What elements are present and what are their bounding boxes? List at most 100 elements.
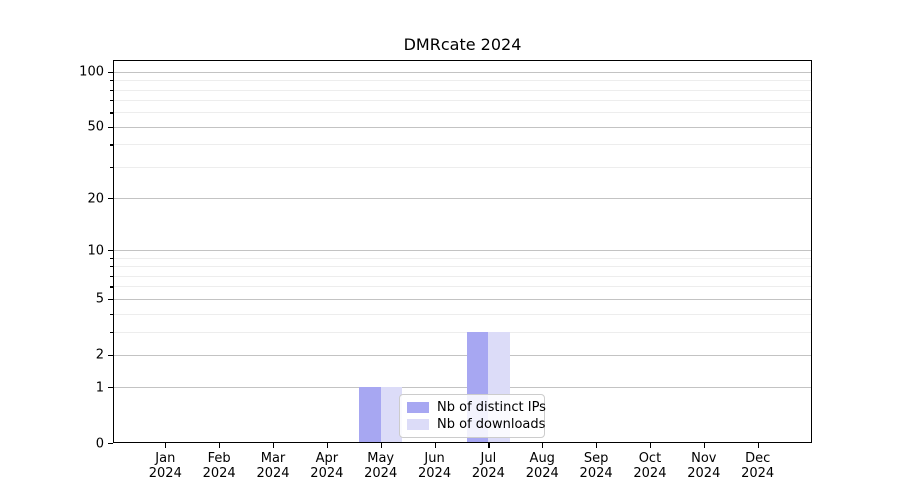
y-axis-minor-tick [110, 144, 113, 146]
legend-swatch [407, 401, 429, 413]
x-tick-year: 2024 [579, 466, 613, 481]
minor-gridline [114, 100, 811, 102]
x-tick-label: Jul 2024 [458, 451, 518, 481]
x-tick-month: Jun [424, 451, 445, 466]
legend-row: Nb of downloads [407, 417, 545, 432]
x-tick-year: 2024 [148, 466, 182, 481]
y-axis-major-tick [108, 387, 113, 389]
x-tick-label: Feb 2024 [189, 451, 249, 481]
y-tick-label: 1 [95, 380, 104, 396]
bar-distinct-ips [359, 387, 381, 442]
x-axis-tick [273, 443, 275, 448]
x-tick-year: 2024 [471, 466, 505, 481]
minor-gridline [114, 144, 811, 146]
y-axis-minor-tick [110, 331, 113, 333]
y-axis-major-tick [108, 354, 113, 356]
x-tick-label: Dec 2024 [728, 451, 788, 481]
x-tick-label: Jan 2024 [135, 451, 195, 481]
x-tick-label: Apr 2024 [297, 451, 357, 481]
y-axis-minor-tick [110, 257, 113, 259]
x-tick-month: Sep [583, 451, 609, 466]
y-axis-minor-tick [110, 166, 113, 168]
major-gridline [114, 71, 811, 73]
x-tick-month: Jul [480, 451, 497, 466]
x-axis-tick [380, 443, 382, 448]
y-axis-minor-tick [110, 313, 113, 315]
x-tick-year: 2024 [256, 466, 290, 481]
x-tick-year: 2024 [633, 466, 667, 481]
y-tick-label: 2 [95, 347, 104, 363]
x-tick-year: 2024 [687, 466, 721, 481]
legend-label: Nb of distinct IPs [437, 399, 546, 415]
minor-gridline [114, 166, 811, 168]
major-gridline [114, 198, 811, 200]
y-axis-minor-tick [110, 100, 113, 102]
x-tick-label: Sep 2024 [566, 451, 626, 481]
y-axis-major-tick [108, 298, 113, 301]
major-gridline [114, 126, 811, 128]
x-tick-month: Mar [260, 451, 286, 466]
y-tick-label: 100 [79, 64, 104, 80]
minor-gridline [114, 313, 811, 315]
x-tick-month: Jan [155, 451, 176, 466]
x-axis-tick [434, 443, 436, 448]
x-axis-tick [488, 443, 490, 448]
y-axis-minor-tick [110, 275, 113, 277]
y-tick-label: 0 [95, 436, 104, 451]
y-tick-label: 20 [87, 191, 104, 207]
y-axis-major-tick [108, 126, 113, 128]
y-axis-minor-tick [110, 80, 113, 82]
x-tick-month: Dec [745, 451, 771, 466]
x-tick-year: 2024 [364, 466, 398, 481]
y-axis-minor-tick [110, 89, 113, 91]
x-axis-tick [596, 443, 598, 448]
x-axis-tick [757, 443, 759, 448]
legend-label: Nb of downloads [437, 417, 546, 433]
y-axis-major-tick [108, 250, 113, 252]
x-tick-label: Aug 2024 [512, 451, 572, 481]
x-tick-month: Apr [315, 451, 339, 466]
x-tick-year: 2024 [202, 466, 236, 481]
minor-gridline [114, 257, 811, 259]
minor-gridline [114, 331, 811, 333]
minor-gridline [114, 112, 811, 114]
x-tick-label: May 2024 [351, 451, 411, 481]
y-axis-major-tick [108, 71, 113, 73]
x-axis-tick [326, 443, 329, 448]
major-gridline [114, 250, 811, 252]
x-tick-label: Oct 2024 [620, 451, 680, 481]
major-gridline [114, 354, 811, 356]
x-tick-year: 2024 [418, 466, 452, 481]
x-tick-year: 2024 [525, 466, 559, 481]
x-axis-tick [649, 443, 652, 448]
y-axis-minor-tick [110, 286, 113, 288]
minor-gridline [114, 89, 811, 91]
minor-gridline [114, 266, 811, 268]
y-axis-major-tick [108, 198, 113, 200]
y-axis-minor-tick [110, 112, 113, 114]
x-tick-month: Aug [529, 451, 555, 466]
x-tick-month: Feb [207, 451, 231, 466]
x-tick-label: Mar 2024 [243, 451, 303, 481]
x-tick-month: Oct [638, 451, 662, 466]
minor-gridline [114, 286, 811, 288]
y-tick-label: 5 [95, 291, 104, 307]
x-axis-tick [542, 443, 544, 448]
x-tick-month: May [367, 451, 395, 466]
major-gridline [114, 387, 811, 389]
x-tick-year: 2024 [310, 466, 344, 481]
y-tick-label: 50 [87, 119, 104, 135]
x-tick-month: Nov [691, 451, 717, 466]
chart-title: DMRcate 2024 [403, 35, 522, 54]
x-axis-tick [703, 443, 705, 448]
legend: Nb of distinct IPs Nb of downloads [399, 394, 546, 438]
bar-downloads [380, 387, 403, 442]
y-tick-label: 10 [87, 243, 104, 259]
legend-row: Nb of distinct IPs [407, 400, 546, 415]
x-axis-tick [165, 443, 167, 448]
x-tick-label: Nov 2024 [674, 451, 734, 481]
y-axis-major-tick [108, 443, 113, 445]
x-tick-year: 2024 [741, 466, 775, 481]
x-tick-label: Jun 2024 [405, 451, 465, 481]
